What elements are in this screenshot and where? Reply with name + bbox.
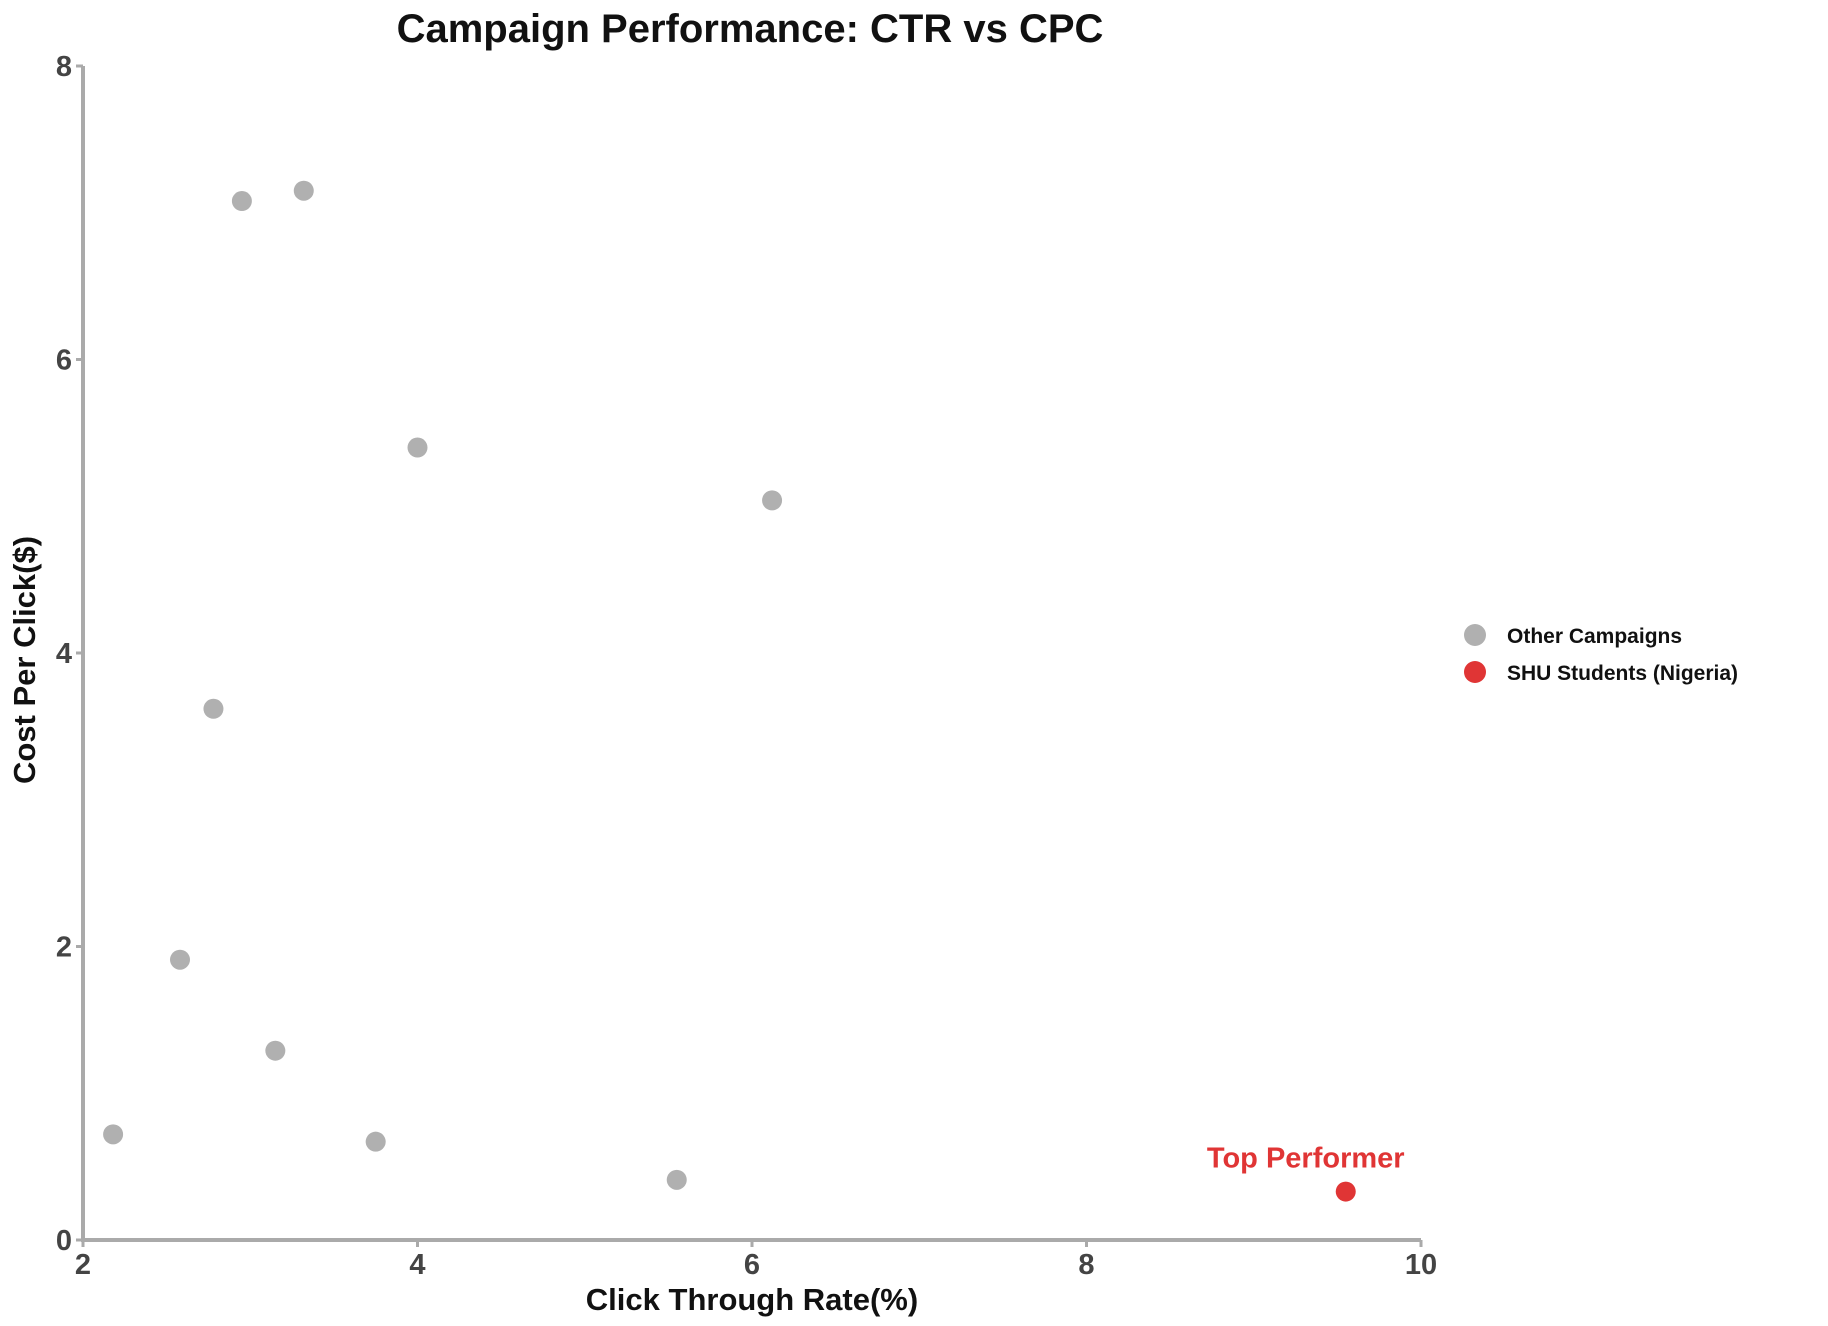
x-tick-label: 8 [1078,1249,1094,1281]
legend-label: SHU Students (Nigeria) [1507,662,1738,685]
annotation-label: Top Performer [1207,1143,1405,1175]
y-axis: 0 2 4 6 8 [56,51,83,1257]
point-other-campaign [762,490,783,511]
point-other-campaign [666,1169,687,1190]
chart-title: Campaign Performance: CTR vs CPC [397,7,1104,51]
annotations: Top Performer [1207,1143,1405,1175]
y-axis-title: Cost Per Click($) [7,536,42,784]
x-tick-label: 2 [75,1249,91,1281]
y-tick-label: 4 [56,638,72,670]
point-other-campaign [231,191,252,212]
point-other-campaign [103,1124,124,1145]
y-tick-label: 0 [56,1225,72,1257]
y-tick-label: 8 [56,51,72,83]
point-other-campaign [170,949,191,970]
y-tick-label: 2 [56,932,72,964]
legend: Other Campaigns SHU Students (Nigeria) [1464,624,1738,685]
point-other-campaign [365,1131,386,1152]
x-tick-label: 4 [409,1249,425,1281]
point-shu-students [1335,1181,1356,1202]
point-other-campaign [293,180,314,201]
data-points [103,180,1356,1202]
point-other-campaign [407,437,428,458]
x-axis-title: Click Through Rate(%) [586,1282,918,1317]
legend-label: Other Campaigns [1507,625,1682,648]
x-axis: 2 4 6 8 10 [75,1240,1437,1281]
y-tick-label: 6 [56,345,72,377]
x-tick-label: 10 [1405,1249,1437,1281]
legend-marker [1464,661,1486,683]
legend-marker [1464,624,1486,646]
point-other-campaign [265,1040,286,1061]
x-tick-label: 6 [744,1249,760,1281]
point-other-campaign [203,698,224,719]
